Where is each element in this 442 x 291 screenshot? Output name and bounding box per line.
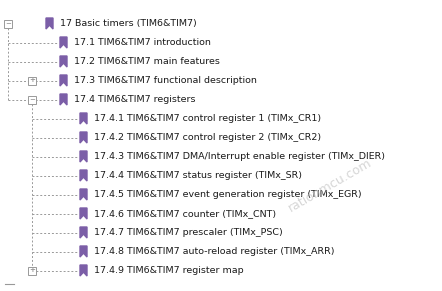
Bar xyxy=(28,267,36,274)
Polygon shape xyxy=(80,151,87,162)
Text: 17.2 TIM6&TIM7 main features: 17.2 TIM6&TIM7 main features xyxy=(74,57,220,66)
Polygon shape xyxy=(80,227,87,238)
Text: 17.4.2 TIM6&TIM7 control register 2 (TIMx_CR2): 17.4.2 TIM6&TIM7 control register 2 (TIM… xyxy=(94,133,321,142)
Polygon shape xyxy=(60,75,67,86)
Text: 17.1 TIM6&TIM7 introduction: 17.1 TIM6&TIM7 introduction xyxy=(74,38,211,47)
Text: 17.4.5 TIM6&TIM7 event generation register (TIMx_EGR): 17.4.5 TIM6&TIM7 event generation regist… xyxy=(94,190,362,199)
Text: −: − xyxy=(5,20,11,26)
Polygon shape xyxy=(80,132,87,143)
Polygon shape xyxy=(46,18,53,29)
Bar xyxy=(28,95,36,104)
Polygon shape xyxy=(80,265,87,276)
Polygon shape xyxy=(80,113,87,124)
Text: +: + xyxy=(29,267,35,274)
Text: 17.3 TIM6&TIM7 functional description: 17.3 TIM6&TIM7 functional description xyxy=(74,76,257,85)
Text: 17.4.4 TIM6&TIM7 status register (TIMx_SR): 17.4.4 TIM6&TIM7 status register (TIMx_S… xyxy=(94,171,302,180)
Text: rationmcu.com: rationmcu.com xyxy=(286,156,374,214)
Polygon shape xyxy=(60,94,67,105)
Bar xyxy=(28,77,36,84)
Text: 17 Basic timers (TIM6&TIM7): 17 Basic timers (TIM6&TIM7) xyxy=(60,19,197,28)
Polygon shape xyxy=(80,208,87,219)
Text: 17.4.6 TIM6&TIM7 counter (TIMx_CNT): 17.4.6 TIM6&TIM7 counter (TIMx_CNT) xyxy=(94,209,276,218)
Text: +: + xyxy=(29,77,35,84)
Polygon shape xyxy=(60,37,67,48)
Polygon shape xyxy=(80,246,87,257)
Text: 17.4.8 TIM6&TIM7 auto-reload register (TIMx_ARR): 17.4.8 TIM6&TIM7 auto-reload register (T… xyxy=(94,247,335,256)
Text: 17.4.7 TIM6&TIM7 prescaler (TIMx_PSC): 17.4.7 TIM6&TIM7 prescaler (TIMx_PSC) xyxy=(94,228,283,237)
Polygon shape xyxy=(80,170,87,181)
Text: 17.4.3 TIM6&TIM7 DMA/Interrupt enable register (TIMx_DIER): 17.4.3 TIM6&TIM7 DMA/Interrupt enable re… xyxy=(94,152,385,161)
Text: 17.4.9 TIM6&TIM7 register map: 17.4.9 TIM6&TIM7 register map xyxy=(94,266,244,275)
Polygon shape xyxy=(60,56,67,67)
Polygon shape xyxy=(80,189,87,200)
Bar xyxy=(4,19,12,28)
Text: 17.4.1 TIM6&TIM7 control register 1 (TIMx_CR1): 17.4.1 TIM6&TIM7 control register 1 (TIM… xyxy=(94,114,321,123)
Text: 17.4 TIM6&TIM7 registers: 17.4 TIM6&TIM7 registers xyxy=(74,95,195,104)
Text: −: − xyxy=(29,97,35,102)
